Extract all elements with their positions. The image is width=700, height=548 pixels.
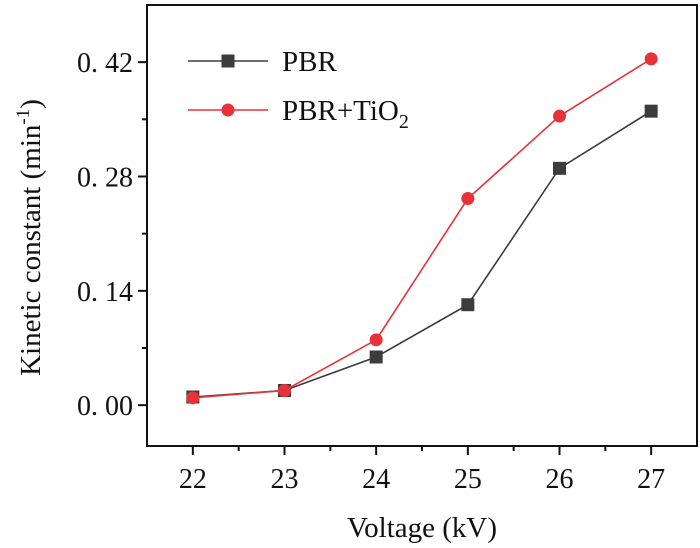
data-point-circle: [553, 109, 566, 123]
series-line-1: [192, 110, 652, 398]
data-point-square: [553, 161, 566, 175]
data-point-circle: [278, 383, 291, 397]
x-tick-label: 27: [637, 464, 665, 495]
legend: PBR PBR+TiO2: [188, 46, 409, 133]
legend-label-main: PBR: [282, 46, 337, 78]
x-tick-label: 22: [179, 464, 207, 495]
data-point-circle: [369, 333, 383, 347]
y-tick-label: 0. 00: [77, 391, 133, 422]
legend-label-2: PBR+TiO2: [282, 95, 409, 133]
legend-marker-circle: [221, 103, 235, 117]
y-tick-label: 0. 42: [77, 48, 133, 79]
y-tick-label: 0. 14: [77, 277, 133, 308]
y-tick-label: 0. 28: [77, 163, 133, 194]
data-point-circle: [186, 391, 200, 405]
x-tick-label: 24: [362, 464, 390, 495]
y-axis-label-sup: -1: [13, 109, 34, 125]
x-axis-label: Voltage (kV): [347, 512, 497, 544]
legend-label-1: PBR: [282, 46, 337, 78]
data-point-circle: [644, 52, 658, 66]
y-axis-label-main: Kinetic constant (min: [15, 124, 47, 376]
plot-frame: [146, 4, 698, 447]
series-group: [186, 52, 658, 405]
axes: 22 23 24 25 26 27 0. 00 0. 14 0. 28 0. 42: [77, 4, 698, 495]
series-line-2: [192, 58, 652, 399]
legend-label-subscript: 2: [399, 111, 409, 133]
y-axis-label-end: ): [15, 99, 47, 109]
x-tick-label: 25: [454, 464, 482, 495]
data-point-square: [369, 350, 383, 364]
x-tick-label: 23: [271, 464, 299, 495]
data-point-circle: [461, 192, 475, 206]
legend-label-main: PBR+TiO: [282, 95, 399, 127]
x-tick-label: 26: [546, 464, 574, 495]
data-point-square: [644, 104, 658, 118]
legend-marker-square: [221, 54, 235, 68]
y-axis-label: Kinetic constant (min-1): [13, 99, 47, 376]
data-point-square: [461, 298, 475, 312]
